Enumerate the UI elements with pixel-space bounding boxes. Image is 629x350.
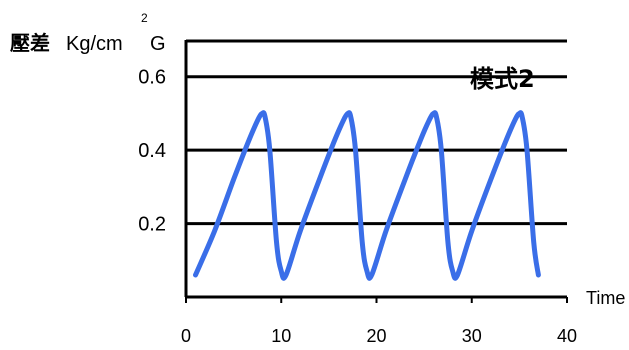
y-axis-label-superscript: 2: [141, 11, 148, 25]
series-line-0: [193, 110, 541, 281]
y-tick-label: 0.2: [138, 214, 166, 236]
y-axis-label-unit: Kg/cm: [66, 33, 123, 55]
y-axis-label-suffix: G: [150, 33, 166, 55]
x-tick-label: 20: [366, 326, 386, 346]
x-axis-label: Time: [586, 288, 625, 308]
y-tick-label: 0.4: [138, 140, 166, 162]
x-tick-label: 10: [271, 326, 291, 346]
y-tick-label: 0.6: [138, 67, 166, 89]
x-tick-label: 30: [462, 326, 482, 346]
y-tick-labels: 0.2 0.4 0.6: [138, 67, 166, 236]
chart-annotation: 模式2: [470, 65, 535, 93]
y-axis-label-main: 壓差: [10, 31, 50, 55]
x-tick-labels: 0 10 20 30 40: [181, 297, 577, 346]
x-tick-label: 0: [181, 326, 191, 346]
series-group: [193, 110, 541, 281]
x-tick-label: 40: [557, 326, 577, 346]
